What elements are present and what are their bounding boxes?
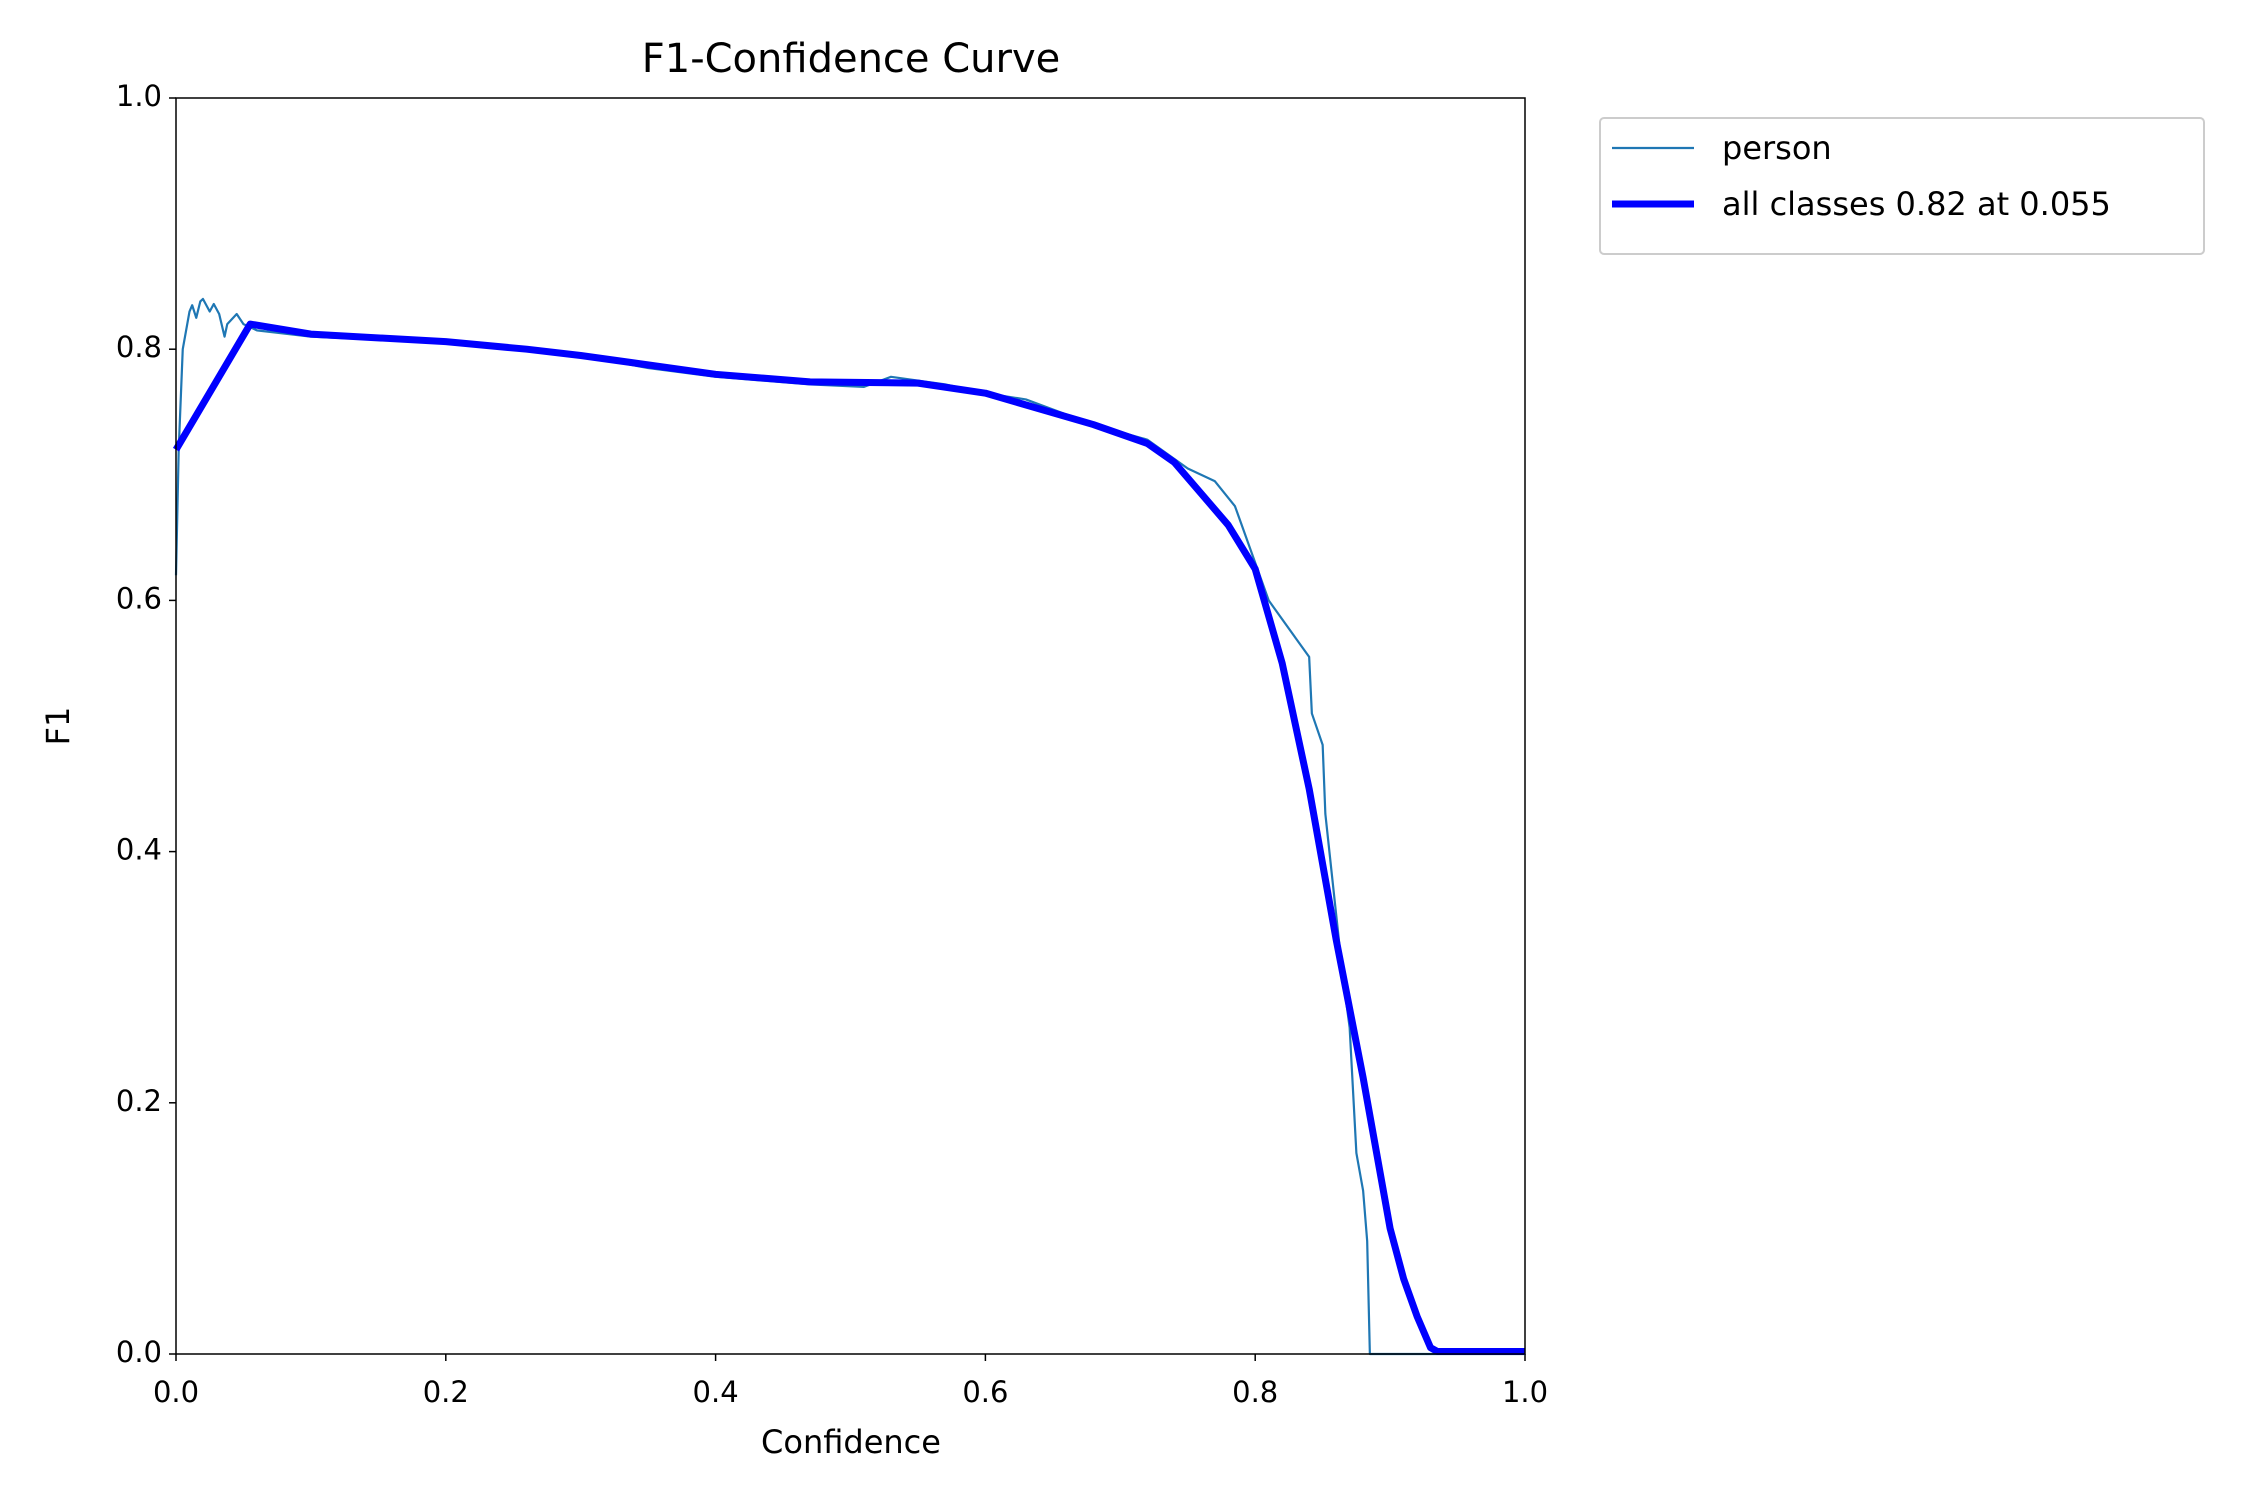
x-tick-label: 1.0 xyxy=(1502,1375,1548,1409)
line-series xyxy=(174,297,1525,1356)
x-tick-label: 0.0 xyxy=(153,1375,199,1409)
y-tick-label: 0.4 xyxy=(116,833,162,867)
legend-label: person xyxy=(1722,129,1832,167)
y-tick-label: 0.6 xyxy=(116,581,162,615)
plot-frame xyxy=(175,97,1526,1355)
x-axis-label: Confidence xyxy=(761,1423,941,1461)
chart-title: F1-Confidence Curve xyxy=(642,36,1061,82)
y-tick-label: 0.8 xyxy=(116,330,162,364)
x-tick-label: 0.6 xyxy=(962,1375,1008,1409)
y-tick-label: 1.0 xyxy=(116,79,162,113)
y-tick-label: 0.2 xyxy=(116,1084,162,1118)
legend-label: all classes 0.82 at 0.055 xyxy=(1722,185,2111,223)
x-tick-label: 0.8 xyxy=(1232,1375,1278,1409)
x-tick-label: 0.2 xyxy=(423,1375,469,1409)
line-series xyxy=(172,320,1525,1355)
y-axis-label: F1 xyxy=(39,707,77,746)
legend-box xyxy=(1599,117,2205,255)
x-tick-label: 0.4 xyxy=(693,1375,739,1409)
y-tick-label: 0.0 xyxy=(116,1335,162,1369)
